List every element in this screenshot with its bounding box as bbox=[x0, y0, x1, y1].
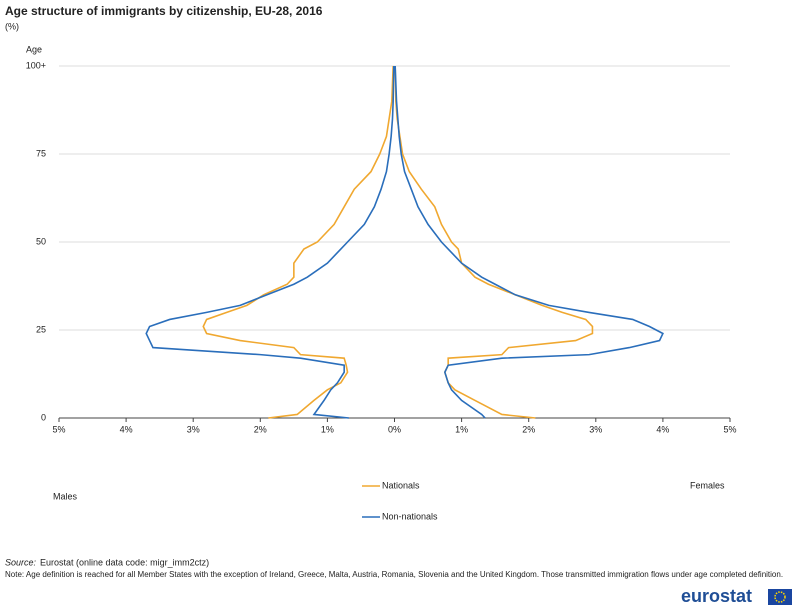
x-tick-label: 3% bbox=[589, 424, 602, 434]
females-label: Females bbox=[690, 480, 725, 490]
legend-label: Nationals bbox=[382, 480, 420, 490]
line-females bbox=[394, 65, 664, 419]
source: Eurostat (online data code: migr_imm2ctz… bbox=[40, 557, 209, 567]
y-tick-label: 25 bbox=[36, 324, 46, 334]
line-males bbox=[145, 65, 395, 419]
x-tick-label: 5% bbox=[52, 424, 65, 434]
logo: eurostat bbox=[681, 586, 752, 606]
eu-stars bbox=[774, 591, 786, 603]
chart-title: Age structure of immigrants by citizensh… bbox=[5, 4, 323, 18]
line-males bbox=[202, 65, 394, 419]
y-tick-label: 0 bbox=[41, 412, 46, 422]
x-tick-label: 2% bbox=[522, 424, 535, 434]
y-axis-label: Age bbox=[26, 44, 42, 54]
x-tick-label: 2% bbox=[254, 424, 267, 434]
y-tick-label: 75 bbox=[36, 148, 46, 158]
x-tick-label: 4% bbox=[120, 424, 133, 434]
y-tick-label: 100+ bbox=[26, 60, 46, 70]
x-tick-label: 4% bbox=[656, 424, 669, 434]
source-label: Source: bbox=[5, 557, 37, 567]
y-tick-label: 50 bbox=[36, 236, 46, 246]
x-tick-label: 0% bbox=[388, 424, 401, 434]
note: Note: Age definition is reached for all … bbox=[5, 570, 783, 579]
x-tick-label: 5% bbox=[723, 424, 736, 434]
legend-label: Non-nationals bbox=[382, 511, 438, 521]
x-tick-label: 1% bbox=[455, 424, 468, 434]
x-tick-label: 3% bbox=[187, 424, 200, 434]
eu-flag bbox=[768, 589, 792, 605]
males-label: Males bbox=[53, 491, 78, 501]
chart-subtitle: (%) bbox=[5, 21, 19, 31]
x-tick-label: 1% bbox=[321, 424, 334, 434]
